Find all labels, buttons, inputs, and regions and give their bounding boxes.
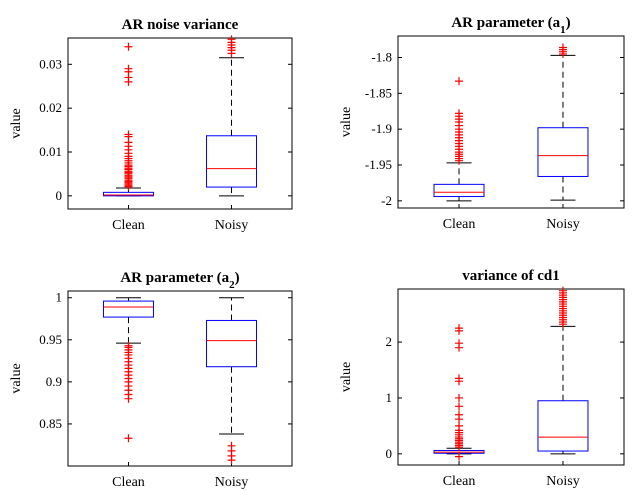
outlier-marker [124, 130, 133, 139]
outlier-marker [455, 77, 464, 86]
y-tick-label: 2 [386, 334, 393, 349]
box-clean: Clean [433, 324, 485, 489]
outlier-marker [227, 35, 236, 44]
title-text: AR parameter (a [451, 15, 560, 31]
y-tick-label: 0.9 [46, 374, 62, 389]
axes-frame [67, 37, 293, 210]
y-tick-label: 1 [386, 390, 393, 405]
outlier-marker [124, 42, 133, 51]
title-text: ) [566, 15, 571, 31]
x-tick-label: Clean [112, 475, 145, 490]
outlier-marker [455, 324, 464, 333]
y-tick-label: -1.8 [371, 50, 392, 65]
chart-title: AR noise variance [122, 17, 239, 33]
title-subscript: 1 [560, 24, 566, 36]
axes-frame [397, 35, 625, 209]
outlier-marker [124, 434, 133, 443]
box-noisy: Noisy [206, 35, 258, 233]
y-tick-label: -1.95 [365, 157, 392, 172]
title-text: ) [235, 270, 240, 286]
panel-ar-parameter-a2: 0.85 0.9 0.95 1 AR parameter (a2) value Clean N… [9, 270, 293, 490]
box-clean: Clean [102, 297, 154, 490]
title-text: AR parameter (a [120, 270, 229, 286]
y-tick-label: 0.01 [39, 144, 62, 159]
iqr-box [206, 319, 258, 368]
outlier-marker [455, 410, 464, 419]
outlier-marker [455, 374, 464, 383]
outlier-marker [455, 109, 464, 118]
title-text: AR noise variance [122, 17, 239, 33]
y-tick-label: 0.02 [39, 100, 62, 115]
x-tick-label: Noisy [546, 474, 579, 489]
chart-title: AR parameter (a2) [120, 270, 239, 291]
box-noisy: Noisy [537, 43, 589, 232]
y-axis-label: value [9, 108, 24, 138]
y-tick-label: -2 [381, 193, 392, 208]
y-axis-label: value [9, 363, 24, 393]
outlier-marker [455, 339, 464, 348]
x-tick-label: Noisy [215, 218, 248, 233]
box-noisy: Noisy [537, 286, 589, 489]
y-tick-label: -1.9 [371, 121, 392, 136]
outlier-marker [455, 421, 464, 430]
outlier-marker [124, 394, 133, 403]
outlier-marker [455, 402, 464, 411]
iqr-box [206, 135, 258, 188]
iqr-box [433, 183, 485, 198]
axes-frame [397, 288, 625, 466]
y-axis-label: value [339, 362, 354, 392]
y-tick-label: 0.85 [39, 416, 62, 431]
axes-frame [67, 290, 293, 467]
y-axis-label: value [339, 107, 354, 137]
x-tick-label: Noisy [546, 217, 579, 232]
y-tick-label: 0 [56, 188, 63, 203]
y-tick-label: -1.85 [365, 85, 392, 100]
title-subscript: 2 [229, 279, 235, 291]
iqr-box [537, 127, 589, 177]
outlier-marker [227, 456, 236, 465]
panel-ar-parameter-a1: -2 -1.95 -1.9 -1.85 -1.8 AR parameter (a1) val… [339, 15, 625, 232]
x-tick-label: Clean [112, 218, 145, 233]
chart-title: variance of cd1 [462, 268, 559, 284]
panel-ar-noise-variance: 0 0.01 0.02 0.03 AR noise variance value Clean… [9, 17, 293, 233]
outlier-marker [455, 452, 464, 461]
chart-title: AR parameter (a1) [451, 15, 570, 36]
y-tick-label: 0 [386, 446, 393, 461]
y-tick-label: 1 [56, 290, 63, 305]
iqr-box [537, 400, 589, 452]
iqr-box [102, 300, 154, 318]
title-text: variance of cd1 [462, 268, 559, 284]
y-tick-label: 0.95 [39, 332, 62, 347]
y-tick-label: 0.03 [39, 56, 62, 71]
x-tick-label: Noisy [215, 475, 248, 490]
iqr-box [102, 191, 154, 197]
outlier-marker [558, 286, 567, 295]
x-tick-label: Clean [443, 217, 476, 232]
outlier-marker [455, 393, 464, 402]
x-tick-label: Clean [443, 474, 476, 489]
panel-variance-of-cd1: 0 1 2 variance of cd1 value Clean Noisy [339, 268, 625, 489]
box-clean: Clean [433, 77, 485, 232]
box-clean: Clean [102, 42, 154, 233]
outlier-marker [124, 64, 133, 73]
outlier-marker [558, 43, 567, 52]
box-noisy: Noisy [206, 297, 258, 490]
